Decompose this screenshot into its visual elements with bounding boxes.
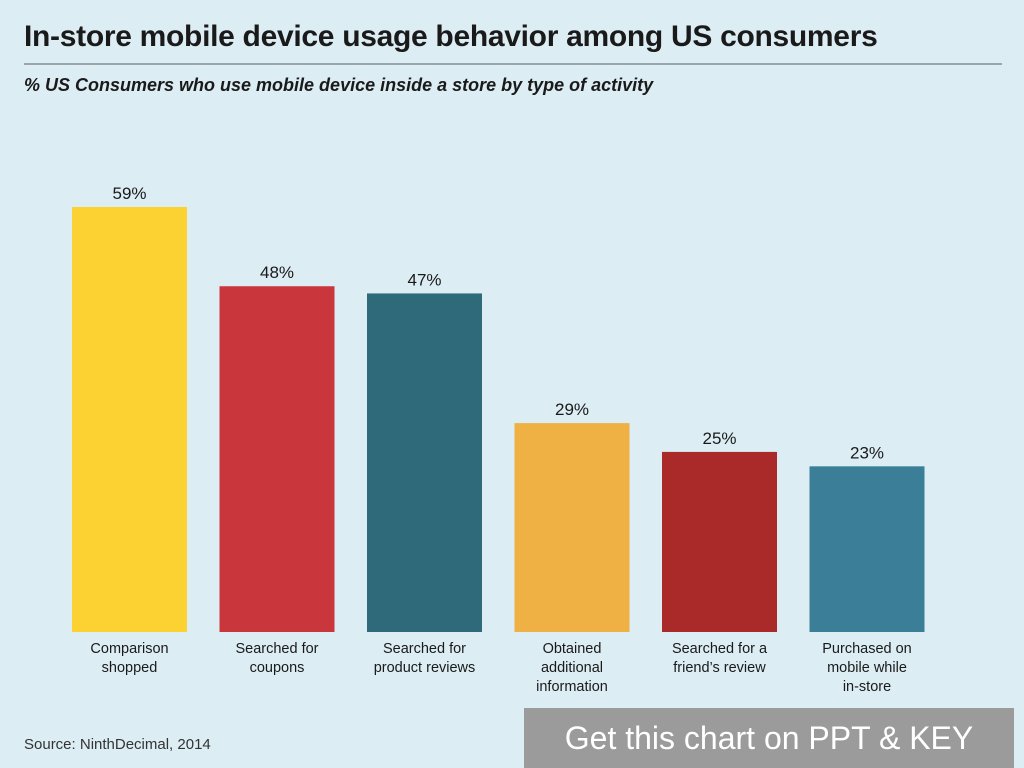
get-chart-button[interactable]: Get this chart on PPT & KEY	[524, 708, 1014, 768]
category-label-6: Purchased on mobile while in-store	[822, 641, 911, 695]
bar-2	[219, 286, 335, 632]
bar-6	[809, 466, 925, 632]
category-label-3: Searched for product reviews	[374, 641, 476, 676]
value-label-2: 48%	[260, 263, 294, 282]
value-label-3: 47%	[407, 270, 441, 289]
bar-4	[514, 423, 630, 632]
value-label-4: 29%	[555, 400, 589, 419]
bar-3	[367, 293, 482, 632]
title-divider	[24, 63, 1002, 65]
bar-chart: 59% Comparison shopped 48% Searched for coupo…	[72, 184, 925, 695]
category-label-1: Comparison shopped	[90, 641, 168, 676]
bar-1	[72, 207, 187, 632]
chart-subtitle: % US Consumers who use mobile device ins…	[24, 75, 654, 95]
category-label-5: Searched for a friend’s review	[672, 641, 768, 676]
bar-5	[662, 451, 777, 632]
category-label-2: Searched for coupons	[235, 641, 318, 676]
source-note: Source: NinthDecimal, 2014	[24, 736, 211, 753]
value-label-6: 23%	[850, 443, 884, 462]
value-label-1: 59%	[112, 184, 146, 203]
chart-title: In-store mobile device usage behavior am…	[24, 20, 878, 53]
category-label-4: Obtained additional information	[536, 641, 608, 695]
value-label-5: 25%	[702, 429, 736, 448]
